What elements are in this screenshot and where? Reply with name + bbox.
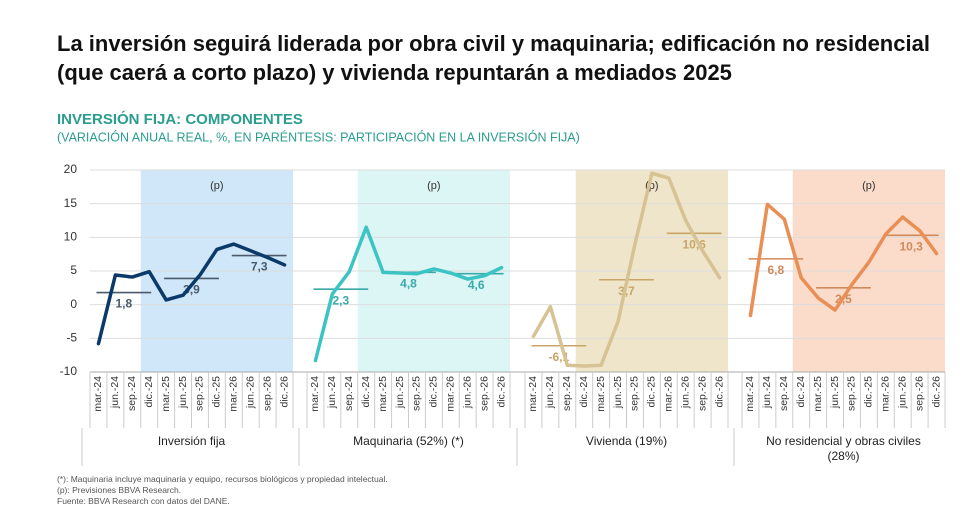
x-tick-label: jun.-26 xyxy=(244,376,256,409)
x-tick-label: mar.-26 xyxy=(445,376,457,412)
x-tick-label: sep.-25 xyxy=(846,376,858,411)
x-tick-label: jun.-24 xyxy=(544,376,556,409)
average-label: 6,8 xyxy=(767,263,784,277)
y-tick-label: -10 xyxy=(60,364,78,378)
x-tick-label: mar.-25 xyxy=(595,376,607,412)
x-tick-label: dic.-25 xyxy=(428,376,440,408)
x-tick-label: mar.-24 xyxy=(92,376,104,412)
panel-label: Maquinaria (52%) (*) xyxy=(353,434,464,448)
x-tick-label: dic.-25 xyxy=(863,376,875,408)
x-tick-label: sep.-26 xyxy=(261,376,273,411)
x-tick-label: mar.-24 xyxy=(744,376,756,412)
average-label: 7,3 xyxy=(251,260,268,274)
x-tick-label: sep.-24 xyxy=(126,376,138,411)
x-tick-label: jun.-26 xyxy=(679,376,691,409)
x-tick-label: dic.-26 xyxy=(495,376,507,408)
x-tick-label: dic.-26 xyxy=(278,376,290,408)
x-tick-label: jun.-25 xyxy=(612,376,624,409)
x-tick-label: sep.-24 xyxy=(561,376,573,411)
x-tick-label: dic.-24 xyxy=(795,376,807,408)
x-tick-label: sep.-25 xyxy=(411,376,423,411)
x-tick-label: mar.-24 xyxy=(309,376,321,412)
x-tick-label: sep.-24 xyxy=(343,376,355,411)
notes: (*): Maquinaria incluye maquinaria y equ… xyxy=(57,474,388,507)
x-tick-label: mar.-26 xyxy=(663,376,675,412)
forecast-label: (p) xyxy=(427,180,440,192)
x-tick-label: jun.-25 xyxy=(829,376,841,409)
y-tick-label: -5 xyxy=(66,331,77,345)
average-label: 10,3 xyxy=(899,239,923,253)
x-tick-label: mar.-24 xyxy=(527,376,539,412)
panel-label: Vivienda (19%) xyxy=(585,434,668,448)
x-tick-label: jun.-25 xyxy=(177,376,189,409)
x-tick-label: jun.-24 xyxy=(326,376,338,409)
y-tick-label: 20 xyxy=(64,162,78,176)
x-tick-label: dic.-24 xyxy=(360,376,372,408)
y-tick-label: 15 xyxy=(64,196,78,210)
x-tick-label: sep.-26 xyxy=(478,376,490,411)
x-tick-label: dic.-26 xyxy=(930,376,942,408)
headline: La inversión seguirá liderada por obra c… xyxy=(57,31,930,85)
x-tick-label: jun.-25 xyxy=(394,376,406,409)
x-tick-label: sep.-25 xyxy=(194,376,206,411)
y-tick-label: 0 xyxy=(70,297,77,311)
x-tick-label: mar.-25 xyxy=(160,376,172,412)
x-tick-label: dic.-25 xyxy=(646,376,658,408)
note: (p): Previsiones BBVA Research. xyxy=(57,485,182,495)
x-tick-label: jun.-24 xyxy=(109,376,121,409)
x-tick-label: mar.-26 xyxy=(880,376,892,412)
x-tick-label: jun.-26 xyxy=(461,376,473,409)
average-label: 2,3 xyxy=(332,293,349,307)
panel-label: No residencial y obras civiles (28%) xyxy=(766,434,921,463)
series-line xyxy=(313,225,504,363)
x-tick-label: jun.-24 xyxy=(761,376,773,409)
note: Fuente: BBVA Research con datos del DANE… xyxy=(57,496,230,506)
average-label: 4,8 xyxy=(400,277,417,291)
x-tick-label: mar.-25 xyxy=(377,376,389,412)
x-tick-label: jun.-26 xyxy=(896,376,908,409)
series-line xyxy=(531,171,722,368)
x-tick-label: dic.-25 xyxy=(211,376,223,408)
x-tick-label: dic.-26 xyxy=(713,376,725,408)
average-label: 1,8 xyxy=(115,297,132,311)
x-tick-label: sep.-26 xyxy=(913,376,925,411)
forecast-label: (p) xyxy=(862,180,875,192)
x-tick-label: sep.-24 xyxy=(778,376,790,411)
x-tick-label: mar.-26 xyxy=(228,376,240,412)
y-tick-label: 5 xyxy=(70,263,77,277)
x-tick-label: sep.-25 xyxy=(629,376,641,411)
average-label: 4,6 xyxy=(468,278,485,292)
chart-subtitle: (VARIACIÓN ANUAL REAL, %, EN PARÉNTESIS:… xyxy=(57,129,580,144)
x-tick-label: sep.-26 xyxy=(696,376,708,411)
x-tick-label: dic.-24 xyxy=(143,376,155,408)
forecast-label: (p) xyxy=(210,180,223,192)
panel-label: Inversión fija xyxy=(157,434,226,448)
series-line xyxy=(748,202,939,318)
x-tick-label: dic.-24 xyxy=(578,376,590,408)
chart-title: INVERSIÓN FIJA: COMPONENTES xyxy=(57,110,303,128)
y-tick-label: 10 xyxy=(64,230,78,244)
x-tick-label: mar.-25 xyxy=(812,376,824,412)
note: (*): Maquinaria incluye maquinaria y equ… xyxy=(57,474,388,484)
average-label: 3,9 xyxy=(183,283,200,297)
series-line xyxy=(96,242,287,346)
